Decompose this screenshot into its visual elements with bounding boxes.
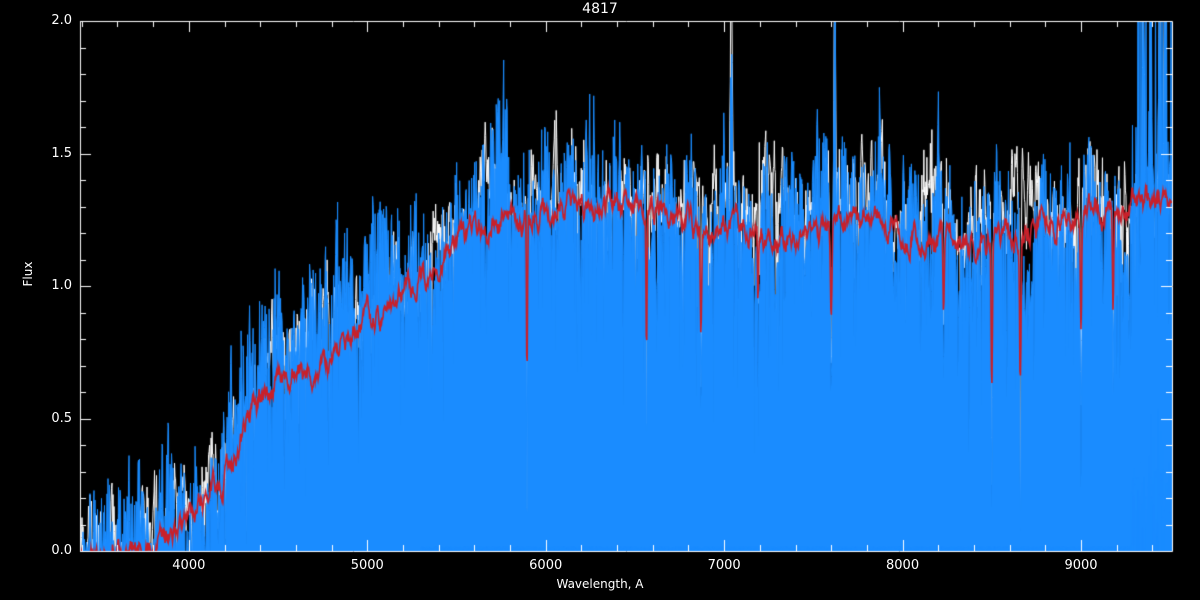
x-tick-label: 5000 — [350, 558, 384, 573]
x-tick-label: 7000 — [707, 558, 741, 573]
y-tick-label: 0.0 — [51, 543, 72, 558]
x-tick-label: 4000 — [172, 558, 206, 573]
x-tick-label: 9000 — [1064, 558, 1098, 573]
chart-title: 4817 — [582, 1, 618, 17]
y-axis-title: Flux — [21, 261, 35, 287]
y-tick-label: 2.0 — [51, 13, 72, 28]
x-axis-title: Wavelength, A — [556, 577, 644, 591]
y-tick-label: 1.5 — [51, 145, 72, 161]
y-tick-label: 1.0 — [51, 278, 72, 293]
y-tick-label: 0.5 — [51, 410, 72, 426]
x-tick-label: 8000 — [886, 558, 920, 573]
x-tick-label: 6000 — [529, 558, 563, 573]
